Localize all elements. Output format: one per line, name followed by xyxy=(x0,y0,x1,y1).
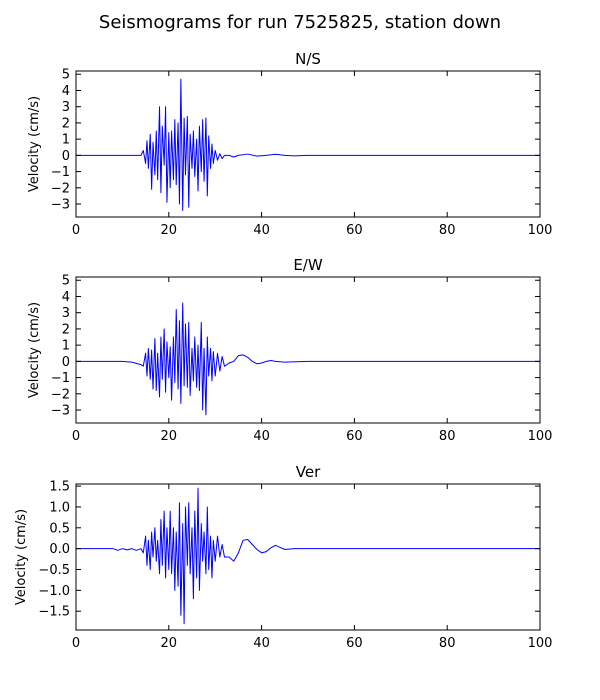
y-tick-label: 3 xyxy=(62,100,70,115)
subplot-title-ew: E/W xyxy=(293,256,323,274)
y-tick-label: −1.5 xyxy=(38,605,70,620)
x-tick-label: 80 xyxy=(439,429,456,444)
y-tick-label: 2 xyxy=(62,116,70,131)
x-tick-label: 60 xyxy=(346,223,363,238)
x-tick-label: 20 xyxy=(161,636,178,651)
velocity-trace-ver xyxy=(76,487,540,625)
y-tick-label: −2 xyxy=(51,181,70,196)
x-tick-label: 100 xyxy=(528,223,553,238)
y-axis-label-ver: Velocity (cm/s) xyxy=(14,509,29,605)
velocity-trace-ns xyxy=(76,78,540,212)
y-tick-label: −2 xyxy=(51,387,70,402)
y-tick-label: −3 xyxy=(51,404,70,419)
y-tick-label: 4 xyxy=(62,84,70,99)
y-tick-label: 0 xyxy=(62,149,70,164)
x-tick-label: 20 xyxy=(161,429,178,444)
y-tick-label: −3 xyxy=(51,198,70,213)
y-tick-label: −0.5 xyxy=(38,563,70,578)
plot-frame-ver xyxy=(75,483,541,631)
x-tick-label: 100 xyxy=(528,636,553,651)
plot-frame-ns xyxy=(75,70,541,218)
x-tick-label: 40 xyxy=(253,429,270,444)
x-tick-label: 40 xyxy=(253,636,270,651)
y-tick-label: −1 xyxy=(51,371,70,386)
y-tick-label: 2 xyxy=(62,322,70,337)
y-tick-label: 1.0 xyxy=(49,500,70,515)
x-tick-label: 80 xyxy=(439,223,456,238)
x-tick-label: 100 xyxy=(528,429,553,444)
y-tick-label: 0.5 xyxy=(49,521,70,536)
x-tick-label: 60 xyxy=(346,636,363,651)
subplot-title-ver: Ver xyxy=(296,463,321,481)
x-tick-label: 60 xyxy=(346,429,363,444)
y-tick-label: 5 xyxy=(62,274,70,289)
y-tick-label: 0 xyxy=(62,355,70,370)
subplot-title-ns: N/S xyxy=(295,50,321,68)
y-tick-label: 0.0 xyxy=(49,542,70,557)
x-tick-label: 0 xyxy=(72,429,80,444)
x-tick-label: 20 xyxy=(161,223,178,238)
x-tick-label: 0 xyxy=(72,223,80,238)
y-axis-label-ew: Velocity (cm/s) xyxy=(27,302,42,398)
x-tick-label: 0 xyxy=(72,636,80,651)
y-axis-label-ns: Velocity (cm/s) xyxy=(27,96,42,192)
subplot-ver: Ver 0 20 40 60 80 100 −1.5 −1.0 −0.5 0.0 0.5 1.0 1.5 V… xyxy=(14,463,552,651)
y-tick-label: 3 xyxy=(62,306,70,321)
plot-frame-ew xyxy=(75,276,541,424)
y-tick-label: −1 xyxy=(51,165,70,180)
y-tick-label: 1 xyxy=(62,133,70,148)
x-tick-label: 40 xyxy=(253,223,270,238)
y-tick-label: 4 xyxy=(62,290,70,305)
velocity-trace-ew xyxy=(76,302,540,416)
y-tick-label: 1.5 xyxy=(49,480,70,495)
y-tick-label: 5 xyxy=(62,68,70,83)
y-tick-label: 1 xyxy=(62,339,70,354)
y-tick-label: −1.0 xyxy=(38,584,70,599)
x-tick-label: 80 xyxy=(439,636,456,651)
figure-title: Seismograms for run 7525825, station dow… xyxy=(99,12,501,33)
